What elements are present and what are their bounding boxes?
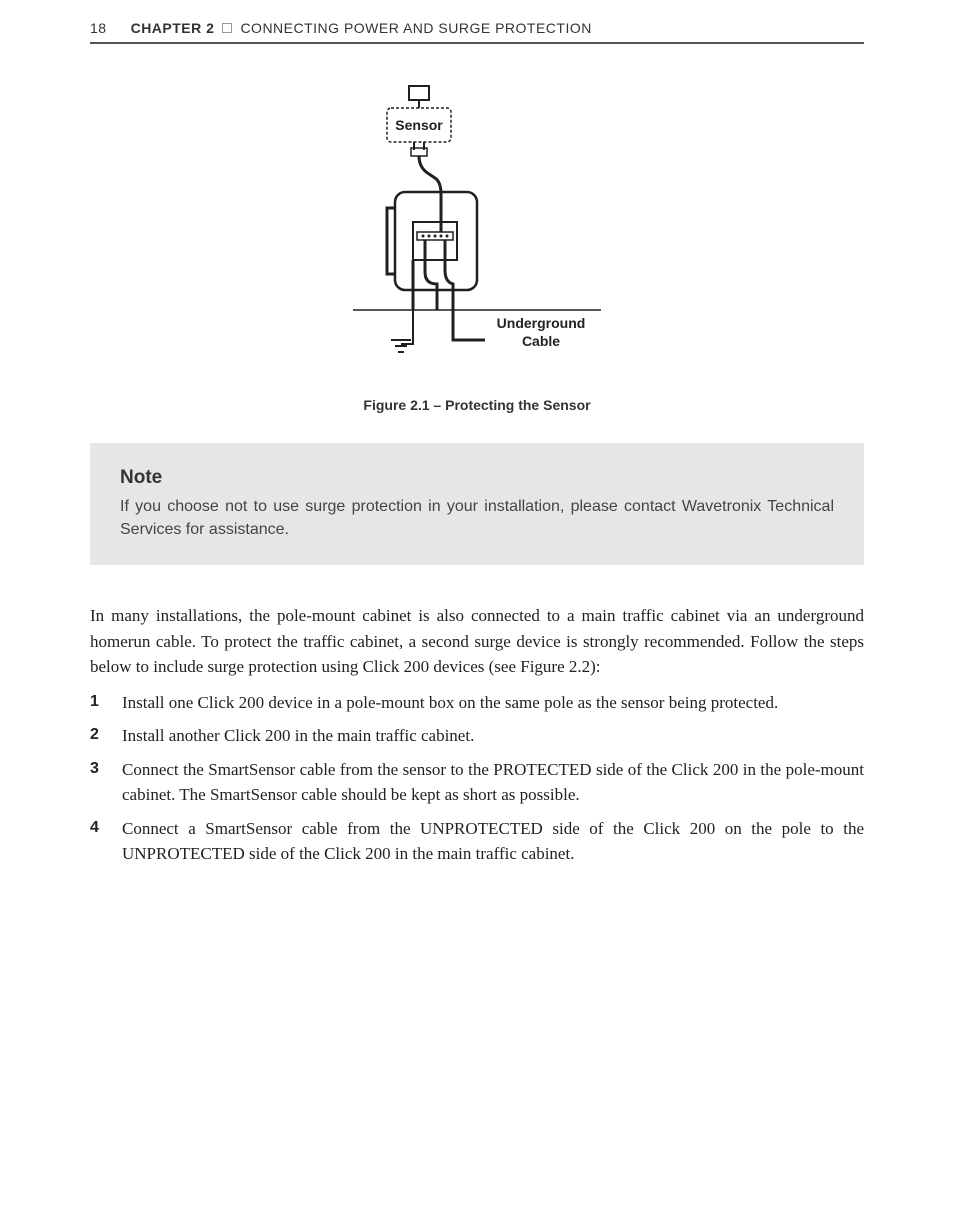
step-item: Install another Click 200 in the main tr… xyxy=(90,723,864,749)
page-number: 18 xyxy=(90,20,107,36)
cable-label-1: Underground xyxy=(497,315,586,331)
note-body: If you choose not to use surge protectio… xyxy=(120,495,834,541)
intro-paragraph: In many installations, the pole-mount ca… xyxy=(90,603,864,680)
cable-label-2: Cable xyxy=(522,333,560,349)
steps-list: Install one Click 200 device in a pole-m… xyxy=(90,690,864,867)
step-item: Install one Click 200 device in a pole-m… xyxy=(90,690,864,716)
figure-caption: Figure 2.1 – Protecting the Sensor xyxy=(90,397,864,413)
note-block: Note If you choose not to use surge prot… xyxy=(90,443,864,565)
header-title: CONNECTING POWER AND SURGE PROTECTION xyxy=(240,20,591,36)
note-title: Note xyxy=(120,467,834,489)
page-header: 18 CHAPTER 2 CONNECTING POWER AND SURGE … xyxy=(90,20,864,44)
header-divider-icon xyxy=(222,23,232,33)
figure-2-1: Sensor xyxy=(90,84,864,413)
sensor-diagram-icon: Sensor xyxy=(317,84,637,374)
step-item: Connect a SmartSensor cable from the UNP… xyxy=(90,816,864,867)
step-item: Connect the SmartSensor cable from the s… xyxy=(90,757,864,808)
chapter-label: CHAPTER 2 xyxy=(131,20,215,36)
page: 18 CHAPTER 2 CONNECTING POWER AND SURGE … xyxy=(0,0,954,915)
sensor-label: Sensor xyxy=(395,117,443,133)
